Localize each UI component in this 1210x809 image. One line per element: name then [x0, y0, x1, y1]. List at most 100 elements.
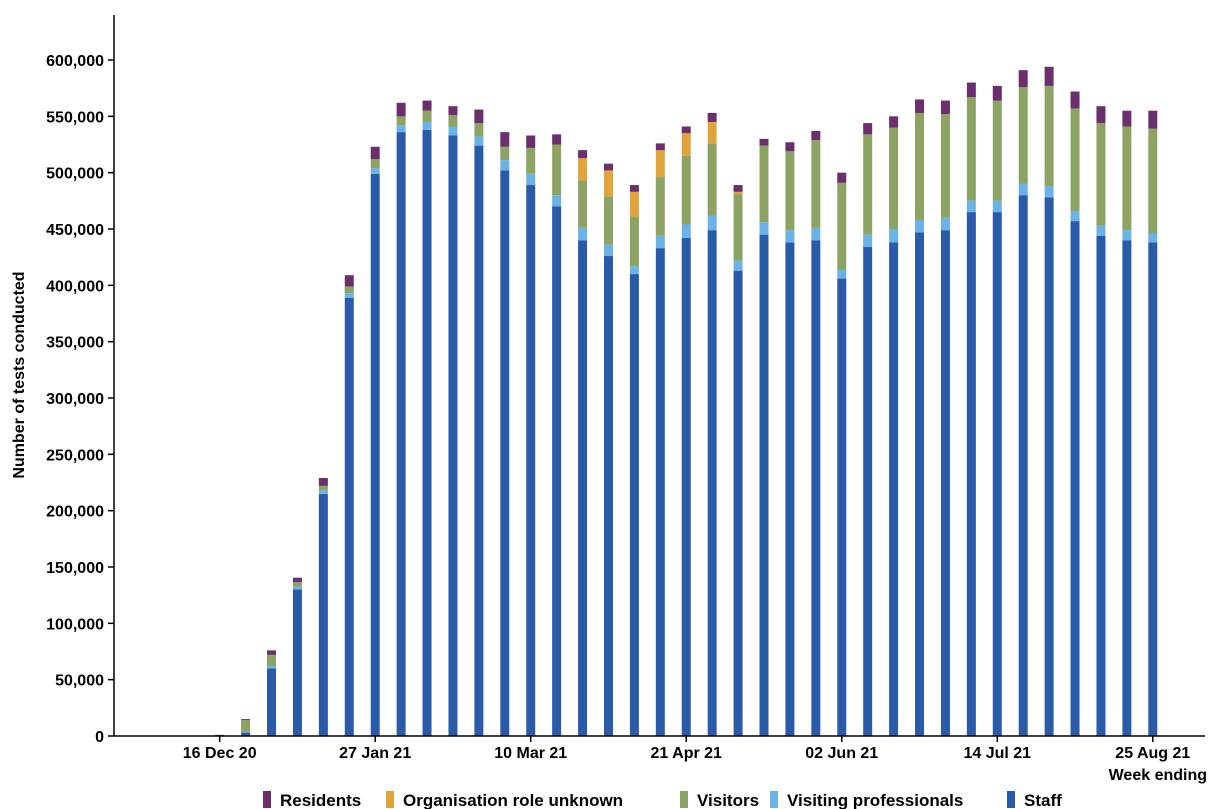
x-tick-label: 14 Jul 21 [963, 745, 1031, 762]
bar-segment-residents [966, 82, 976, 98]
bar-segment-residents [396, 102, 406, 117]
bar-segment-residents [992, 85, 1002, 101]
legend-label: Staff [1024, 791, 1062, 809]
bar-segment-residents [1148, 110, 1158, 129]
bar-segment-staff [241, 732, 251, 736]
bar-segment-visiting-professionals [785, 230, 795, 243]
bar-segment-visiting-professionals [992, 200, 1002, 213]
bar-segment-staff [759, 234, 769, 736]
bar-segment-residents [655, 143, 665, 151]
bar-segment-staff [448, 135, 458, 737]
bar-segment-visiting-professionals [915, 219, 925, 233]
bar-segment-visitors [733, 194, 743, 261]
bar-segment-staff [267, 668, 277, 736]
bar-segment-visitors [1018, 87, 1028, 184]
bar-segment-staff [1096, 235, 1106, 736]
bar-segment-staff [422, 129, 432, 737]
bar-segment-staff [344, 297, 354, 736]
bar-segment-visiting-professionals [707, 215, 717, 231]
bar-segment-visiting-professionals [552, 195, 562, 207]
bar-segment-visiting-professionals [966, 200, 976, 213]
bar-segment-visitors [681, 155, 691, 225]
y-tick-label: 600,000 [46, 53, 104, 70]
y-axis-title: Number of tests conducted [11, 271, 28, 478]
bar-segment-residents [526, 135, 536, 148]
bar-segment-organisation-role-unknown [578, 158, 588, 181]
bar-segment-visiting-professionals [811, 227, 821, 241]
bar-segment-visitors [1148, 128, 1158, 234]
bar-segment-visiting-professionals [370, 168, 380, 174]
bar-segment-visiting-professionals [629, 266, 639, 275]
x-tick-label: 10 Mar 21 [494, 745, 567, 762]
bar-segment-organisation-role-unknown [733, 191, 743, 195]
bar-segment-staff [526, 185, 536, 736]
bar-segment-residents [1044, 66, 1054, 86]
bar-segment-visiting-professionals [681, 224, 691, 239]
x-tick-label: 27 Jan 21 [339, 745, 411, 762]
bar-segment-visiting-professionals [241, 731, 251, 733]
y-tick-label: 450,000 [46, 222, 104, 239]
bar-segment-visitors [1122, 126, 1132, 231]
bar-segment-residents [629, 185, 639, 192]
bar-segment-visiting-professionals [422, 121, 432, 130]
x-tick-label: 02 Jun 21 [805, 745, 878, 762]
bar-segment-residents [837, 172, 847, 183]
x-tick-label: 25 Aug 21 [1115, 745, 1190, 762]
bar-segment-residents [370, 146, 380, 160]
bar-segment-visiting-professionals [733, 260, 743, 271]
bar-segment-residents [474, 109, 484, 124]
bar-segment-organisation-role-unknown [681, 133, 691, 156]
bar-segment-residents [267, 650, 277, 655]
bar-segment-staff [474, 145, 484, 736]
legend: Residents Organisation role unknown Visito… [263, 791, 1062, 809]
y-tick-label: 500,000 [46, 166, 104, 183]
bar-segment-staff [578, 240, 588, 736]
bar-segment-residents [500, 132, 510, 147]
bar-segment-visiting-professionals [1044, 186, 1054, 198]
y-tick-labels: 0 50,000 100,000 150,000 200,000 250,000 300,0… [46, 53, 104, 746]
bar-segment-visitors [370, 159, 380, 169]
bar-segment-visitors [422, 110, 432, 122]
bar-segment-visitors [1096, 123, 1106, 226]
bar-segment-organisation-role-unknown [603, 170, 613, 197]
bar-segment-visitors [837, 182, 847, 270]
bar-segment-visitors [811, 139, 821, 228]
bar-segment-visiting-professionals [1122, 230, 1132, 241]
legend-swatch [386, 791, 394, 808]
legend-swatch [263, 791, 271, 808]
bar-segment-visiting-professionals [837, 269, 847, 279]
bar-segment-staff [603, 256, 613, 736]
bar-segment-residents [422, 100, 432, 111]
legend-swatch [1007, 791, 1015, 808]
bar-segment-visitors [940, 114, 950, 218]
bar-segment-visitors [448, 115, 458, 127]
bar-segment-visiting-professionals [396, 125, 406, 133]
bar-segment-residents [552, 134, 562, 145]
bar-segment-staff [318, 493, 328, 736]
bar-segment-residents [915, 99, 925, 113]
y-tick-label: 350,000 [46, 335, 104, 352]
bar-segment-visiting-professionals [759, 222, 769, 235]
bars [215, 66, 1158, 737]
bar-segment-residents [785, 142, 795, 152]
bar-segment-visitors [707, 143, 717, 216]
bar-segment-visitors [474, 123, 484, 137]
bar-segment-staff [992, 212, 1002, 737]
bar-segment-residents [318, 477, 328, 486]
bar-segment-visitors [396, 116, 406, 126]
bar-segment-residents [1070, 91, 1080, 109]
bar-segment-residents [681, 126, 691, 134]
x-tick-label: 16 Dec 20 [183, 745, 257, 762]
bar-segment-organisation-role-unknown [655, 150, 665, 178]
bar-segment-visiting-professionals [889, 229, 899, 243]
bar-segment-visiting-professionals [940, 217, 950, 231]
bar-segment-visitors [966, 97, 976, 201]
bar-segment-organisation-role-unknown [707, 121, 717, 144]
bar-segment-residents [759, 138, 769, 146]
bar-segment-visitors [785, 151, 795, 231]
legend-label: Visiting professionals [787, 791, 963, 809]
y-tick-label: 150,000 [46, 560, 104, 577]
bar-segment-staff [915, 232, 925, 736]
y-tick-label: 250,000 [46, 447, 104, 464]
bar-segment-visiting-professionals [1148, 233, 1158, 243]
